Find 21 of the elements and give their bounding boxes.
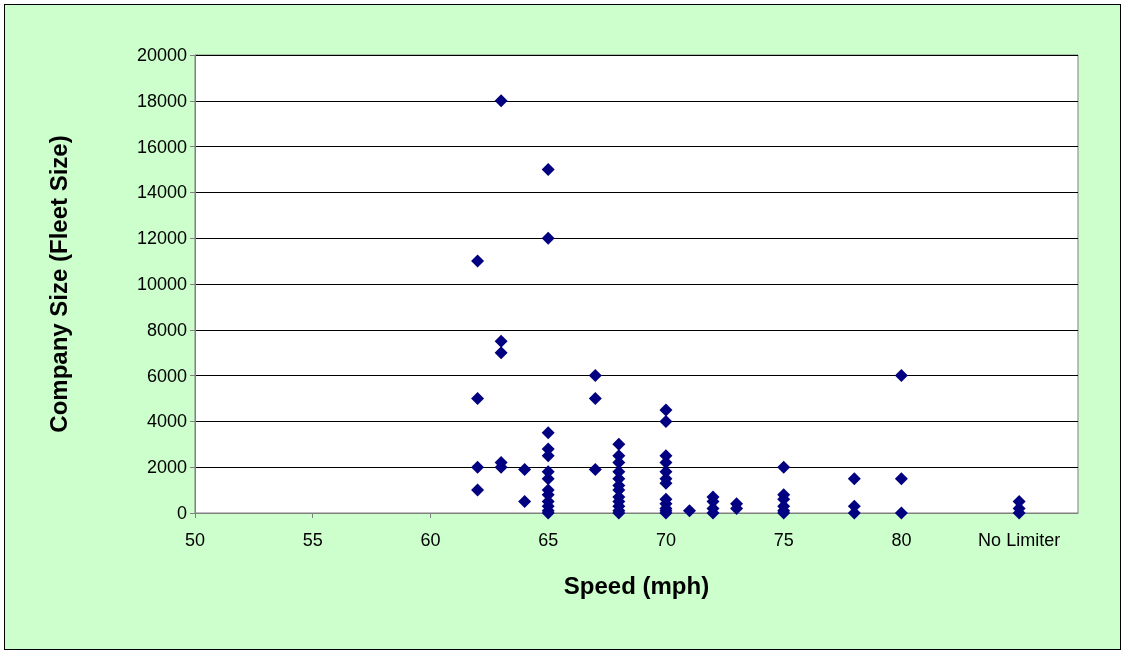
y-tick-label: 2000 (146, 457, 187, 478)
x-tick-label: 50 (184, 530, 206, 550)
y-tick-label: 20000 (136, 45, 187, 65)
y-tick-label: 12000 (136, 228, 187, 249)
y-tick-label: 0 (176, 503, 187, 523)
y-tick-label: 16000 (136, 136, 187, 157)
y-tick-label: 6000 (146, 365, 187, 386)
x-tick-label: 75 (773, 530, 794, 550)
y-axis-title: Company Size (Fleet Size) (44, 135, 72, 433)
y-tick-label: 10000 (136, 274, 187, 294)
y-tick-label: 18000 (136, 90, 187, 111)
y-tick-label: 4000 (146, 411, 187, 432)
x-tick-label: 60 (420, 530, 441, 550)
x-tick-label: 80 (891, 530, 912, 550)
x-tick-label: 65 (538, 530, 559, 550)
y-tick-label: 14000 (136, 182, 187, 203)
y-tick-label: 8000 (146, 319, 187, 340)
x-axis-title: Speed (mph) (563, 571, 710, 599)
x-tick-label: 70 (655, 530, 676, 550)
x-tick-label: 55 (302, 530, 323, 550)
x-tick-label: No Limiter (978, 530, 1061, 550)
